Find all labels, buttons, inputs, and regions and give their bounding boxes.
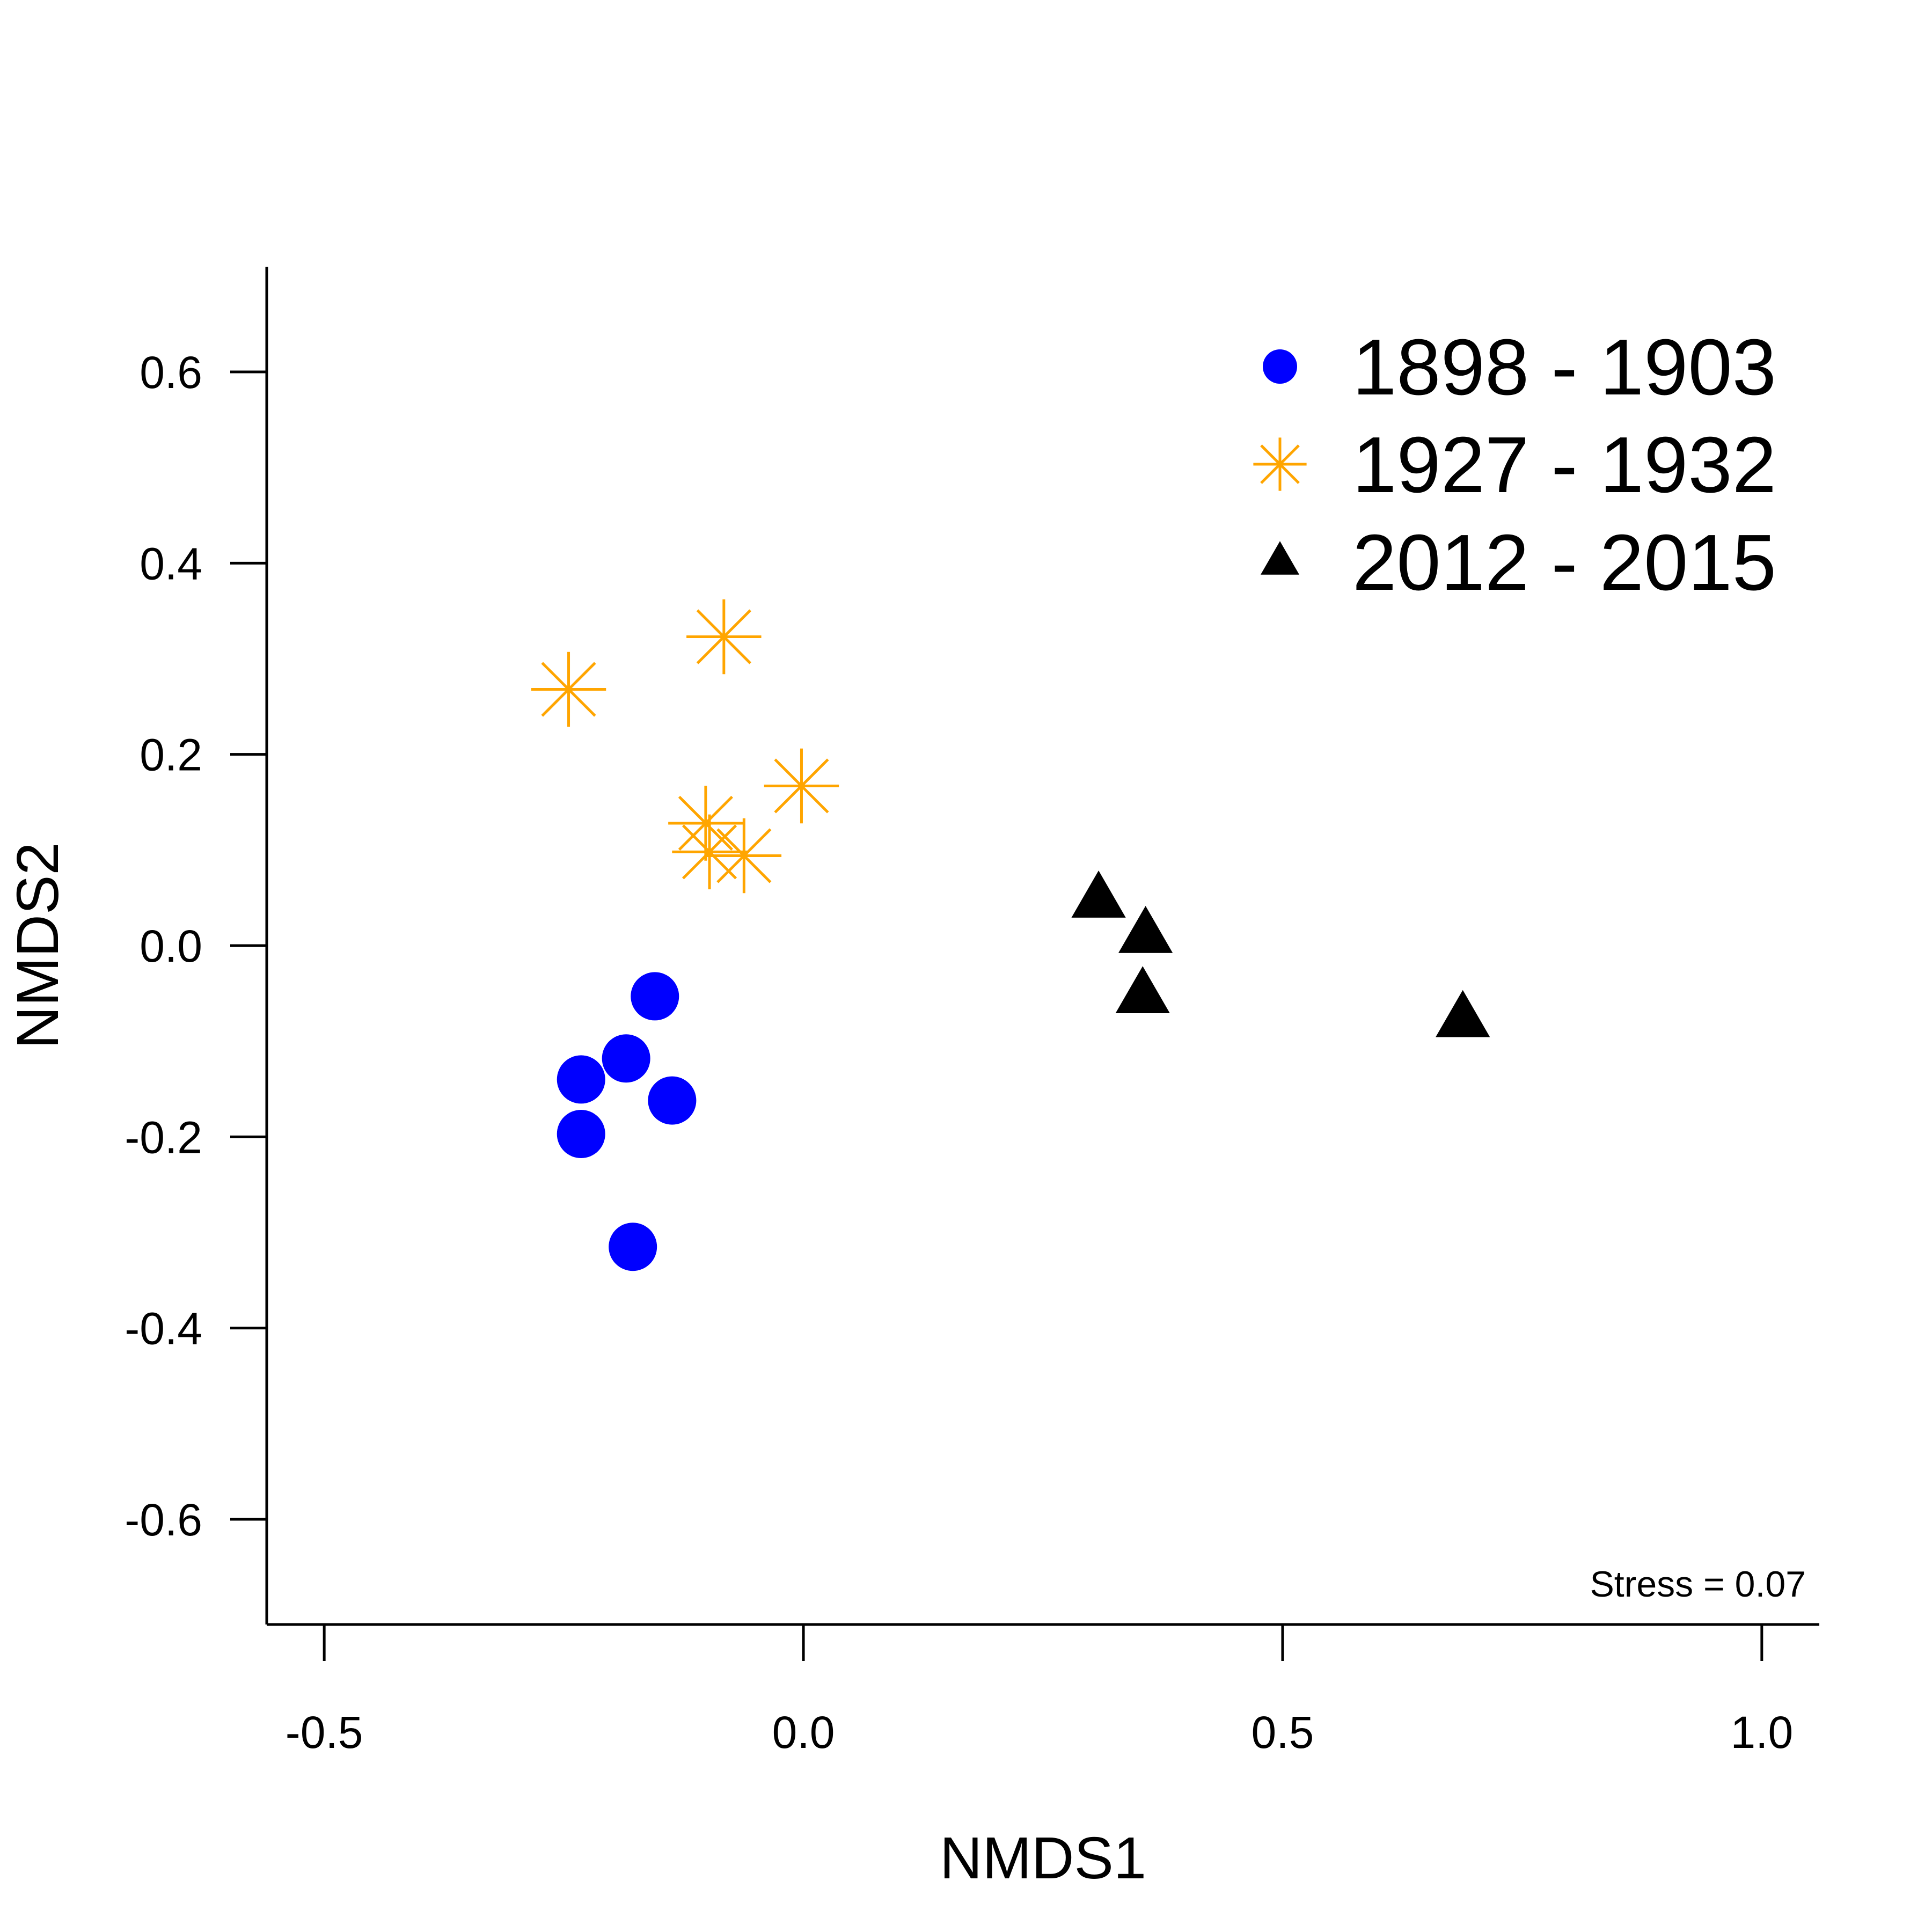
point-circle xyxy=(609,1223,657,1271)
legend-label: 2012 - 2015 xyxy=(1352,518,1776,607)
y-tick-label: -0.4 xyxy=(125,1304,202,1354)
legend-label: 1927 - 1932 xyxy=(1352,421,1776,509)
y-tick-label: 0.2 xyxy=(140,730,202,780)
series-group xyxy=(531,599,839,894)
y-tick-label: -0.6 xyxy=(125,1495,202,1545)
y-axis-title: NMDS2 xyxy=(5,842,71,1049)
point-triangle xyxy=(1115,966,1170,1013)
stress-annotation: Stress = 0.07 xyxy=(1590,1564,1806,1605)
legend-label: 1898 - 1903 xyxy=(1352,323,1776,412)
point-circle xyxy=(648,1076,697,1125)
x-axis-ticks: -0.5 0.0 0.5 1.0 xyxy=(286,1624,1793,1758)
legend-marker-asterisk xyxy=(1253,437,1307,491)
series-group xyxy=(557,972,697,1271)
data-points xyxy=(531,599,1490,1271)
point-asterisk xyxy=(764,748,839,824)
x-tick-label: 0.5 xyxy=(1252,1707,1314,1758)
point-triangle xyxy=(1118,905,1173,953)
y-tick-label: 0.0 xyxy=(140,921,202,971)
legend-marker-triangle xyxy=(1261,541,1299,575)
point-circle xyxy=(557,1109,605,1158)
y-axis-ticks: -0.6 -0.4 -0.2 0.0 0.2 0.4 0.6 xyxy=(125,347,267,1545)
y-tick-label: -0.2 xyxy=(125,1112,202,1162)
point-triangle xyxy=(1436,990,1490,1037)
point-circle xyxy=(631,972,679,1021)
point-circle xyxy=(602,1034,650,1083)
x-tick-label: -0.5 xyxy=(286,1707,363,1758)
x-tick-label: 1.0 xyxy=(1730,1707,1793,1758)
series-group xyxy=(1071,870,1490,1037)
y-tick-label: 0.4 xyxy=(140,538,202,589)
legend-marker-circle xyxy=(1263,349,1297,384)
legend: 1898 - 1903 1927 - 1932 2012 - 2015 xyxy=(1253,323,1776,607)
x-axis-title: NMDS1 xyxy=(940,1825,1146,1891)
point-asterisk xyxy=(686,599,762,675)
point-circle xyxy=(557,1055,605,1104)
point-triangle xyxy=(1071,870,1126,918)
y-tick-label: 0.6 xyxy=(140,347,202,398)
point-asterisk xyxy=(672,814,747,890)
point-asterisk xyxy=(706,818,782,894)
point-asterisk xyxy=(531,652,606,727)
x-tick-label: 0.0 xyxy=(772,1707,835,1758)
